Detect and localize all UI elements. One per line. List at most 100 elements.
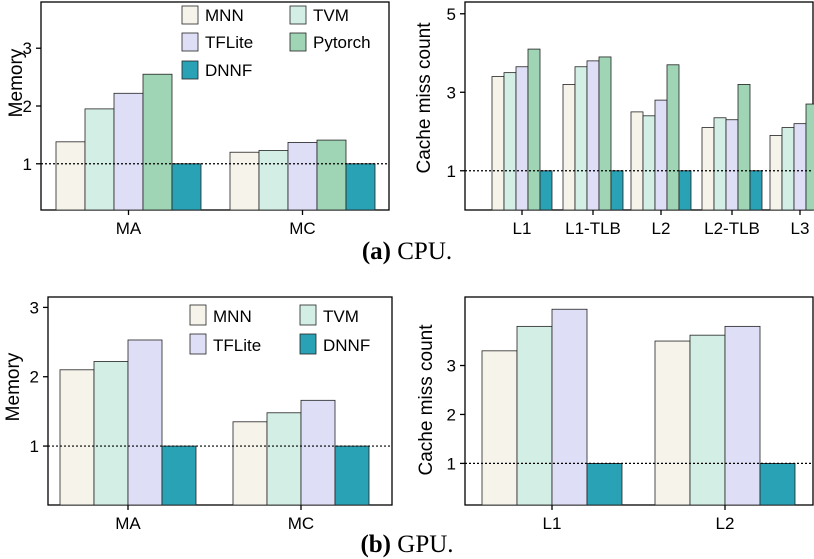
bar-mnn-ma	[55, 141, 86, 211]
bar-tflite-mc	[300, 399, 336, 506]
plot-frame	[464, 296, 814, 506]
bar-mnn-mc	[229, 151, 260, 211]
cpu-cache-miss-chart: 1 3 5 Cache miss count L1 L1-TLB L2 L2-TLB L3	[414, 1, 814, 238]
legend-swatch-tflite	[189, 333, 207, 355]
y-axis-label: Memory	[6, 48, 27, 117]
x-tick-label: L1-TLB	[565, 219, 621, 238]
bar-dnnf-l1	[539, 170, 553, 211]
y-tick-label: 3	[447, 357, 456, 376]
caption-gpu-label: (b)	[360, 531, 391, 558]
legend-label-pytorch: Pytorch	[313, 33, 371, 52]
y-tick-label: 1	[447, 162, 456, 181]
legend-label-dnnf: DNNF	[323, 336, 370, 355]
bar-tvm-mc	[266, 412, 302, 506]
bar-pytorch-l1-tlb	[598, 56, 612, 211]
bar-pytorch-l2-tlb	[737, 84, 751, 211]
x-tick-label: MA	[116, 219, 142, 238]
bar-dnnf-ma	[161, 445, 197, 506]
legend-label-mnn: MNN	[213, 307, 252, 326]
bar-tflite-l3	[793, 123, 807, 211]
legend-label-tflite: TFLite	[213, 336, 261, 355]
legend-label-tflite: TFLite	[205, 33, 253, 52]
bar-tvm-ma	[84, 108, 115, 211]
caption-cpu-label: (a)	[362, 238, 391, 265]
x-tick-label: L1	[543, 514, 562, 533]
y-tick-label: 1	[30, 437, 39, 456]
legend-swatch-tvm	[289, 5, 307, 25]
bar-tflite-l1	[515, 66, 529, 211]
bar-tvm-l2	[689, 334, 726, 506]
legend-swatch-tflite	[181, 32, 199, 52]
x-tick-label: L2	[716, 514, 735, 533]
legend-label-tvm: TVM	[313, 6, 349, 25]
y-axis-label: Cache miss count	[414, 22, 435, 174]
bar-pytorch-ma	[142, 73, 173, 211]
x-tick-label: L2	[652, 219, 671, 238]
bar-tvm-l3	[781, 127, 795, 211]
bar-dnnf-mc	[345, 163, 376, 211]
bar-dnnf-mc	[334, 445, 370, 506]
bar-tflite-l2	[724, 325, 761, 506]
legend-swatch-mnn	[181, 5, 199, 25]
bar-pytorch-mc	[316, 139, 347, 211]
bar-mnn-l1	[481, 350, 518, 506]
x-tick-label: MC	[289, 219, 315, 238]
bar-mnn-l2-tlb	[701, 127, 715, 211]
legend-swatch-mnn	[189, 304, 207, 326]
bar-mnn-mc	[232, 421, 268, 506]
bar-dnnf-ma	[171, 163, 202, 211]
y-axis-label: Cache miss count	[416, 324, 437, 476]
caption-gpu-text: GPU.	[391, 531, 454, 558]
x-tick-label: MA	[115, 514, 141, 533]
caption-cpu-text: CPU.	[391, 238, 452, 265]
x-tick-label: L2-TLB	[704, 219, 760, 238]
bar-tflite-mc	[287, 141, 318, 211]
bar-mnn-l3	[769, 135, 783, 211]
bar-mnn-l1	[491, 76, 505, 211]
bar-dnnf-l1	[586, 462, 623, 506]
x-tick-label: L3	[791, 219, 810, 238]
bar-tvm-l1	[516, 325, 553, 506]
y-tick-label: 3	[30, 298, 39, 317]
legend-swatch-tvm	[299, 304, 317, 326]
y-axis-label: Memory	[3, 352, 24, 421]
legend-label-mnn: MNN	[205, 6, 244, 25]
y-tick-label: 2	[447, 405, 456, 424]
y-tick-label: 3	[23, 39, 32, 58]
legend-label-dnnf: DNNF	[205, 61, 252, 80]
bar-pytorch-l3	[805, 103, 814, 211]
bar-mnn-l1-tlb	[562, 84, 576, 211]
bar-dnnf-l2-tlb	[749, 170, 763, 211]
bar-tflite-ma	[113, 92, 144, 211]
bar-tvm-l2	[642, 115, 656, 211]
bar-tvm-l1-tlb	[574, 66, 588, 211]
y-tick-label: 2	[30, 368, 39, 387]
bar-pytorch-l1	[527, 48, 541, 211]
plot-frame	[47, 296, 393, 506]
legend-swatch-dnnf	[299, 333, 317, 355]
bar-mnn-l2	[654, 340, 691, 506]
legend-label-tvm: TVM	[323, 307, 359, 326]
bar-tvm-l2-tlb	[713, 117, 727, 211]
y-tick-label: 1	[23, 155, 32, 174]
bar-mnn-ma	[59, 369, 95, 506]
legend-swatch-dnnf	[181, 60, 199, 80]
bar-tflite-l2	[654, 99, 668, 211]
y-tick-label: 2	[23, 97, 32, 116]
bar-tvm-l1	[503, 72, 517, 211]
x-tick-label: MC	[288, 514, 314, 533]
bar-tvm-ma	[93, 361, 129, 506]
bar-dnnf-l2	[678, 170, 692, 211]
gpu-memory-chart: 1 2 3 Memory MA MC MNN TFLite TVM DNNF	[3, 296, 393, 533]
y-tick-label: 3	[447, 83, 456, 102]
bar-tflite-l1	[551, 308, 588, 506]
bar-tvm-mc	[258, 150, 289, 211]
y-tick-label: 1	[447, 454, 456, 473]
x-tick-label: L1	[513, 219, 532, 238]
y-tick-label: 5	[447, 5, 456, 24]
bar-tflite-ma	[127, 339, 163, 506]
bar-dnnf-l2	[759, 462, 796, 506]
bar-mnn-l2	[630, 111, 644, 211]
bar-pytorch-l2	[666, 64, 680, 211]
